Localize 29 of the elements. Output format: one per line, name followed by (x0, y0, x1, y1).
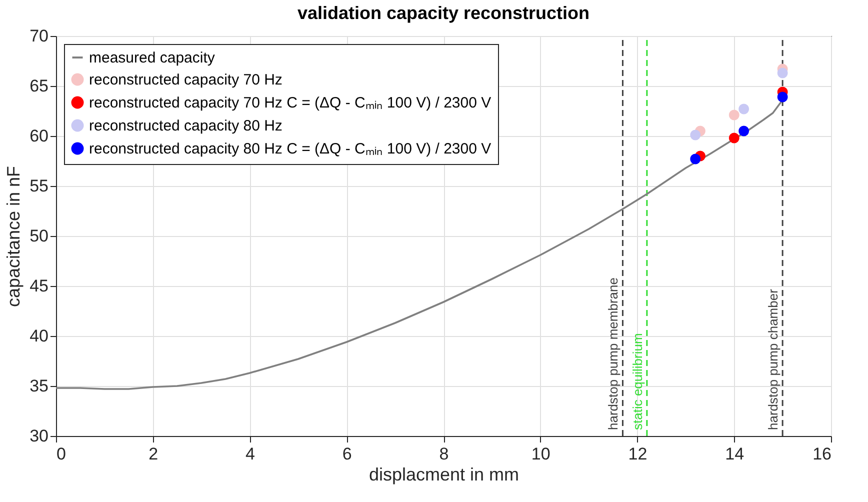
y-tick-label: 60 (30, 126, 48, 146)
legend-label: measured capacity (89, 50, 216, 66)
ref-line-label: static equilibrium (630, 333, 645, 430)
x-tick-label: 12 (628, 444, 648, 464)
y-tick-label: 30 (30, 426, 48, 446)
y-tick-label: 35 (30, 376, 48, 396)
x-tick-label: 4 (246, 444, 255, 464)
ref-line-label: hardstop pump chamber (766, 288, 781, 430)
legend-label: reconstructed capacity 80 Hz (89, 118, 282, 134)
y-tick-label: 70 (30, 26, 48, 46)
y-tick-label: 50 (30, 226, 48, 246)
x-tick-label: 8 (439, 444, 449, 464)
legend-label: reconstructed capacity 70 Hz (89, 72, 282, 88)
chart-title: validation capacity reconstruction (297, 3, 590, 23)
legend-label: reconstructed capacity 80 Hz C = (ΔQ - Cₘᵢₙ 100 V) / 2300 V (89, 140, 492, 158)
x-tick-label: 2 (148, 444, 158, 464)
y-tick-label: 65 (30, 76, 48, 96)
y-tick-label: 45 (30, 276, 48, 296)
y-axis-title: capacitance in nF (4, 166, 24, 308)
x-tick-label: 0 (56, 444, 66, 464)
x-tick-label: 6 (342, 444, 352, 464)
ref-line-label: hardstop pump membrane (606, 278, 621, 430)
x-tick-label: 14 (725, 444, 744, 464)
x-tick-label: 16 (812, 444, 832, 464)
legend-label: reconstructed capacity 70 Hz C = (ΔQ - Cₘᵢₙ 100 V) / 2300 V (89, 94, 492, 112)
y-tick-label: 40 (30, 326, 48, 346)
y-tick-label: 55 (30, 176, 48, 196)
x-axis-title: displacment in mm (368, 464, 520, 484)
x-tick-label: 10 (531, 444, 550, 464)
